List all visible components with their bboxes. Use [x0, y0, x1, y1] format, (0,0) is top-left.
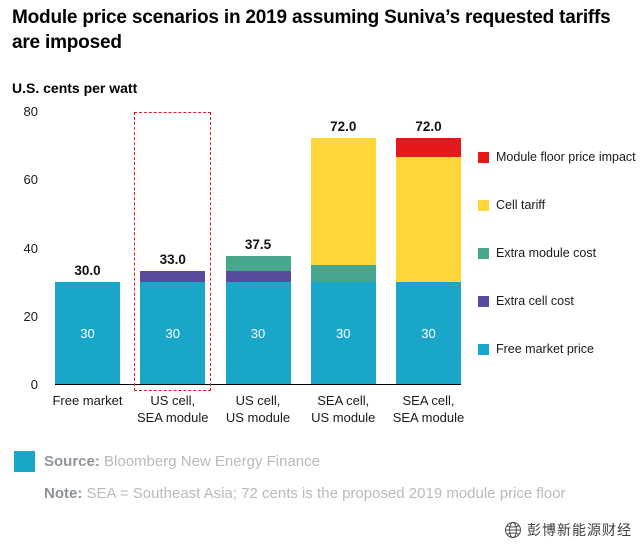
legend-item-cell-tariff: Cell tariff [478, 198, 636, 213]
legend-label: Extra module cost [496, 246, 597, 260]
x-category-label: Free market [52, 393, 123, 408]
x-category-label: SEA cell, US module [311, 393, 376, 426]
bar-inside-value: 30 [165, 325, 180, 341]
segment-extra-cell-cost [140, 271, 206, 282]
watermark: 彭博新能源财经 [504, 520, 632, 540]
legend-item-extra-cell-cost: Extra cell cost [478, 294, 636, 309]
bar-inside-value: 30 [421, 325, 436, 341]
source-label: Source: [44, 453, 100, 470]
y-tick-20: 20 [23, 308, 38, 324]
x-category-label: SEA cell, SEA module [392, 393, 465, 426]
segment-free-market-price [140, 281, 206, 384]
source-line: Source: Bloomberg New Energy Finance [44, 453, 320, 470]
segment-free-market-price [55, 281, 120, 384]
chart-title: Module price scenarios in 2019 assuming … [12, 7, 611, 54]
segment-extra-cell-cost [225, 271, 291, 282]
legend-swatch [478, 296, 489, 307]
segment-extra-module-cost [225, 256, 291, 272]
bar-total-label: 33.0 [159, 252, 186, 268]
legend-item-module-floor-price-impact: Module floor price impact [478, 150, 636, 165]
bar-stack [55, 281, 120, 384]
y-tick-40: 40 [23, 240, 38, 256]
legend-item-extra-module-cost: Extra module cost [478, 246, 636, 261]
bar-total-label: 30.0 [74, 262, 101, 278]
bar-stack [140, 271, 206, 384]
note-text: SEA = Southeast Asia; 72 cents is the pr… [86, 485, 566, 502]
bar-free-market: 30 30.0 [55, 112, 120, 384]
note-label: Note: [44, 485, 83, 502]
legend-swatch [478, 200, 489, 211]
legend-label: Free market price [496, 342, 594, 356]
segment-cell-tariff [310, 138, 376, 265]
watermark-text: 彭博新能源财经 [527, 522, 632, 538]
legend-label: Extra cell cost [496, 294, 574, 308]
segment-free-market-price [310, 281, 376, 384]
source-accent-square [14, 451, 35, 472]
bar-sea-cell-us-module: 30 72.0 [310, 112, 376, 384]
legend: Module floor price impact Cell tariff Extr… [478, 150, 636, 390]
bar-stack [225, 256, 291, 384]
bar-inside-value: 30 [80, 325, 95, 341]
bar-inside-value: 30 [250, 325, 266, 341]
bar-total-label: 72.0 [415, 119, 442, 135]
legend-swatch [478, 248, 489, 259]
y-tick-0: 0 [30, 377, 38, 392]
bar-total-label: 72.0 [330, 119, 357, 135]
bar-stack [396, 138, 461, 384]
bar-us-cell-sea-module: 30 33.0 [134, 112, 212, 391]
bnef-globe-icon [505, 522, 521, 538]
segment-extra-module-cost [310, 264, 376, 282]
bar-sea-cell-sea-module: 30 72.0 [396, 112, 461, 384]
bar-total-label: 37.5 [244, 237, 272, 253]
legend-swatch [478, 152, 489, 163]
segment-cell-tariff [396, 157, 461, 282]
segment-module-floor-price-impact [396, 138, 461, 158]
y-tick-60: 60 [23, 172, 38, 188]
plot-area: 30 30.0 30 33.0 30 37.5 30 72.0 30 72.0 [55, 112, 461, 391]
note-line: Note: SEA = Southeast Asia; 72 cents is … [44, 481, 584, 507]
legend-item-free-market-price: Free market price [478, 342, 636, 357]
x-category-label: US cell, US module [225, 393, 291, 426]
legend-label: Cell tariff [496, 198, 546, 212]
bar-us-cell-us-module: 30 37.5 [225, 112, 291, 384]
y-tick-80: 80 [23, 104, 38, 119]
legend-swatch [478, 344, 489, 355]
source-text: Bloomberg New Energy Finance [104, 453, 320, 470]
legend-label: Module floor price impact [496, 150, 636, 164]
y-axis-title: U.S. cents per watt [12, 80, 138, 96]
segment-free-market-price [225, 281, 291, 384]
bar-stack [310, 138, 376, 384]
segment-free-market-price [396, 281, 461, 384]
x-category-label: US cell, SEA module [136, 393, 209, 426]
bar-inside-value: 30 [336, 325, 351, 341]
